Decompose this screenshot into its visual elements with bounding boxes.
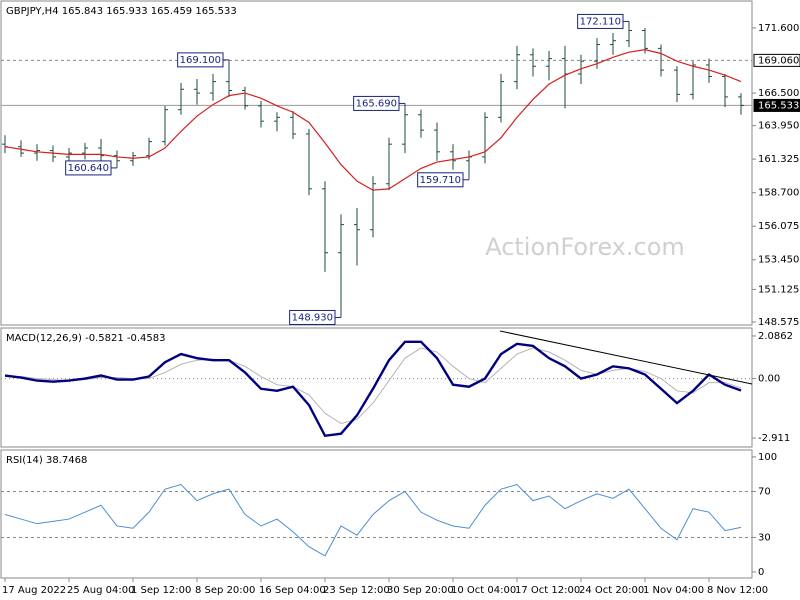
y-tick-label: 166.500: [758, 88, 799, 99]
moving-average: [4, 49, 742, 191]
level-label: 169.060: [758, 55, 799, 66]
x-tick-label: 16 Sep 04:00: [259, 585, 326, 596]
x-tick-label: 1 Sep 12:00: [131, 585, 191, 596]
panel-frame: [0, 327, 753, 448]
x-tick-label: 25 Aug 04:00: [67, 585, 134, 596]
level-label-box: [753, 53, 800, 67]
level-label: 165.533: [758, 100, 799, 111]
panel-frame: [0, 449, 753, 579]
y-tick-label: 100: [758, 452, 777, 463]
y-tick-label: 151.125: [758, 284, 799, 295]
annotation-label: 159.710: [420, 175, 461, 186]
watermark: ActionForex.com: [485, 233, 685, 261]
annotation-label: 148.930: [292, 312, 333, 323]
trend-line: [499, 330, 753, 385]
annotation-label: 160.640: [68, 163, 109, 174]
y-tick-label: 0: [758, 567, 764, 578]
x-tick-label: 8 Sep 20:00: [195, 585, 255, 596]
y-tick-label: 70: [758, 486, 771, 497]
y-tick-label: 156.075: [758, 221, 799, 232]
y-tick-label: 161.325: [758, 154, 799, 165]
annotation-label: 169.100: [180, 55, 221, 66]
y-tick-label: 2.0862: [758, 331, 793, 342]
panel-title: MACD(12,26,9) -0.5821 -0.4583: [6, 333, 166, 344]
y-tick-label: 153.450: [758, 255, 799, 266]
level-label-box: [753, 98, 800, 112]
indicator-line: [4, 340, 742, 438]
y-tick-label: 163.950: [758, 121, 799, 132]
x-tick-label: 1 Nov 04:00: [643, 585, 704, 596]
annotation-label: 172.110: [580, 16, 621, 27]
x-tick-label: 23 Sep 12:00: [323, 585, 390, 596]
indicator-line: [5, 347, 742, 425]
y-tick-label: 0.00: [758, 374, 780, 385]
y-tick-label: -2.911: [758, 433, 790, 444]
y-tick-label: 148.575: [758, 317, 799, 328]
x-tick-label: 30 Sep 20:00: [387, 585, 454, 596]
panel-title: GBPJPY,H4 165.843 165.933 165.459 165.53…: [6, 6, 237, 17]
y-tick-label: 171.600: [758, 23, 799, 34]
y-tick-label: 30: [758, 532, 771, 543]
x-tick-label: 10 Oct 04:00: [451, 585, 516, 596]
x-tick-label: 17 Oct 12:00: [515, 585, 580, 596]
y-tick-label: 158.700: [758, 188, 799, 199]
x-tick-label: 17 Aug 2022: [2, 585, 66, 596]
indicator-line: [4, 483, 742, 557]
annotation-label: 165.690: [356, 98, 397, 109]
x-tick-label: 24 Oct 20:00: [579, 585, 644, 596]
panel-title: RSI(14) 38.7468: [6, 455, 87, 466]
x-tick-label: 8 Nov 12:00: [707, 585, 768, 596]
panel-frame: [0, 0, 753, 326]
